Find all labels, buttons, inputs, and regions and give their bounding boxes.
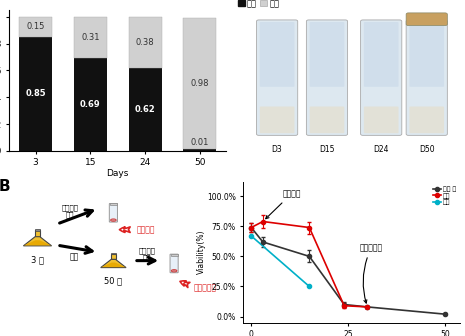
- Polygon shape: [24, 240, 51, 245]
- Legend: 장수, 단수: 장수, 단수: [234, 0, 283, 12]
- Text: D24: D24: [373, 145, 389, 154]
- FancyBboxPatch shape: [364, 107, 399, 133]
- Text: 밀도구배
분리: 밀도구배 분리: [139, 247, 155, 261]
- FancyBboxPatch shape: [406, 20, 447, 135]
- FancyBboxPatch shape: [409, 22, 444, 87]
- FancyBboxPatch shape: [260, 22, 294, 87]
- Text: 0.98: 0.98: [191, 79, 209, 88]
- FancyBboxPatch shape: [310, 22, 345, 87]
- FancyBboxPatch shape: [406, 13, 447, 26]
- Line: 단수: 단수: [249, 234, 312, 289]
- FancyBboxPatch shape: [306, 20, 347, 135]
- Bar: [111, 254, 115, 259]
- Text: 3 일: 3 일: [31, 255, 44, 264]
- Polygon shape: [101, 262, 126, 267]
- 단수: [306, 285, 312, 289]
- Bar: [110, 203, 117, 205]
- Bar: [35, 229, 40, 231]
- Text: 0.62: 0.62: [135, 105, 155, 114]
- Text: 장수세포: 장수세포: [266, 189, 301, 219]
- Text: 0.85: 0.85: [25, 89, 46, 98]
- FancyBboxPatch shape: [409, 107, 444, 133]
- Bar: [111, 253, 115, 254]
- FancyBboxPatch shape: [310, 107, 345, 133]
- FancyBboxPatch shape: [260, 107, 294, 133]
- FancyBboxPatch shape: [109, 204, 118, 222]
- Text: 0.69: 0.69: [80, 100, 100, 109]
- Bar: [183, 150, 216, 151]
- Polygon shape: [101, 259, 126, 267]
- FancyBboxPatch shape: [170, 254, 178, 273]
- Legend: 분리 전, 장수, 단수: 분리 전, 장수, 단수: [432, 185, 457, 207]
- Text: 초장수세포: 초장수세포: [193, 283, 217, 292]
- Text: B: B: [0, 179, 10, 194]
- 단수: [248, 234, 254, 238]
- Bar: [129, 68, 161, 151]
- Bar: [74, 58, 107, 151]
- Text: D15: D15: [319, 145, 335, 154]
- Ellipse shape: [172, 270, 176, 271]
- Bar: [19, 17, 52, 37]
- Text: 초장수세포: 초장수세포: [359, 243, 383, 303]
- FancyBboxPatch shape: [257, 20, 298, 135]
- X-axis label: Days: Days: [106, 169, 129, 178]
- Text: 0.38: 0.38: [136, 38, 154, 47]
- Bar: [171, 254, 178, 256]
- Text: D50: D50: [419, 145, 435, 154]
- Y-axis label: Viability(%): Viability(%): [197, 230, 206, 275]
- Text: 0.01: 0.01: [191, 138, 209, 148]
- Text: 50 일: 50 일: [104, 276, 122, 285]
- FancyBboxPatch shape: [364, 22, 399, 87]
- Text: 밀도구배
분리: 밀도구배 분리: [61, 204, 79, 218]
- FancyBboxPatch shape: [360, 20, 402, 135]
- Bar: [74, 17, 107, 58]
- Bar: [183, 18, 216, 150]
- Bar: [129, 17, 161, 68]
- Bar: [19, 37, 52, 151]
- Text: 배양: 배양: [70, 252, 79, 261]
- Text: 0.31: 0.31: [81, 33, 100, 42]
- Bar: [35, 230, 40, 237]
- Text: 0.15: 0.15: [27, 22, 45, 31]
- Polygon shape: [23, 237, 52, 246]
- Text: 장수세포: 장수세포: [136, 225, 155, 234]
- Text: D3: D3: [272, 145, 282, 154]
- Ellipse shape: [112, 219, 115, 221]
